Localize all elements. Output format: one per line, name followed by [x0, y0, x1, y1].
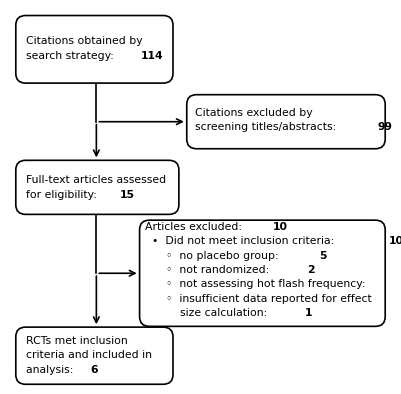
Text: analysis:: analysis:	[26, 364, 77, 375]
Text: 10: 10	[273, 222, 288, 232]
Text: 1: 1	[304, 308, 312, 318]
Text: 114: 114	[141, 51, 164, 61]
Text: 6: 6	[90, 364, 97, 375]
Text: 99: 99	[378, 123, 393, 132]
FancyBboxPatch shape	[140, 220, 385, 326]
FancyBboxPatch shape	[16, 160, 179, 214]
Text: search strategy:: search strategy:	[26, 51, 117, 61]
Text: ◦  not assessing hot flash frequency:: ◦ not assessing hot flash frequency:	[146, 279, 369, 289]
Text: 15: 15	[119, 190, 135, 200]
Text: screening titles/abstracts:: screening titles/abstracts:	[194, 123, 339, 132]
Text: Citations obtained by: Citations obtained by	[26, 36, 142, 46]
FancyBboxPatch shape	[16, 15, 173, 83]
FancyBboxPatch shape	[187, 95, 385, 149]
Text: ◦  no placebo group:: ◦ no placebo group:	[146, 251, 283, 261]
Text: 5: 5	[319, 251, 326, 261]
Text: ◦  insufficient data reported for effect: ◦ insufficient data reported for effect	[146, 294, 372, 303]
Text: size calculation:: size calculation:	[146, 308, 271, 318]
Text: Full-text articles assessed: Full-text articles assessed	[26, 175, 166, 186]
Text: RCTs met inclusion: RCTs met inclusion	[26, 336, 128, 346]
Text: •  Did not meet inclusion criteria:: • Did not meet inclusion criteria:	[146, 236, 338, 246]
Text: Articles excluded:: Articles excluded:	[146, 222, 246, 232]
Text: 2: 2	[307, 265, 315, 275]
Text: Citations excluded by: Citations excluded by	[194, 108, 312, 118]
FancyBboxPatch shape	[16, 327, 173, 384]
Text: 10: 10	[389, 236, 401, 246]
Text: ◦  not randomized:: ◦ not randomized:	[146, 265, 273, 275]
Text: criteria and included in: criteria and included in	[26, 350, 152, 360]
Text: for eligibility:: for eligibility:	[26, 190, 100, 200]
